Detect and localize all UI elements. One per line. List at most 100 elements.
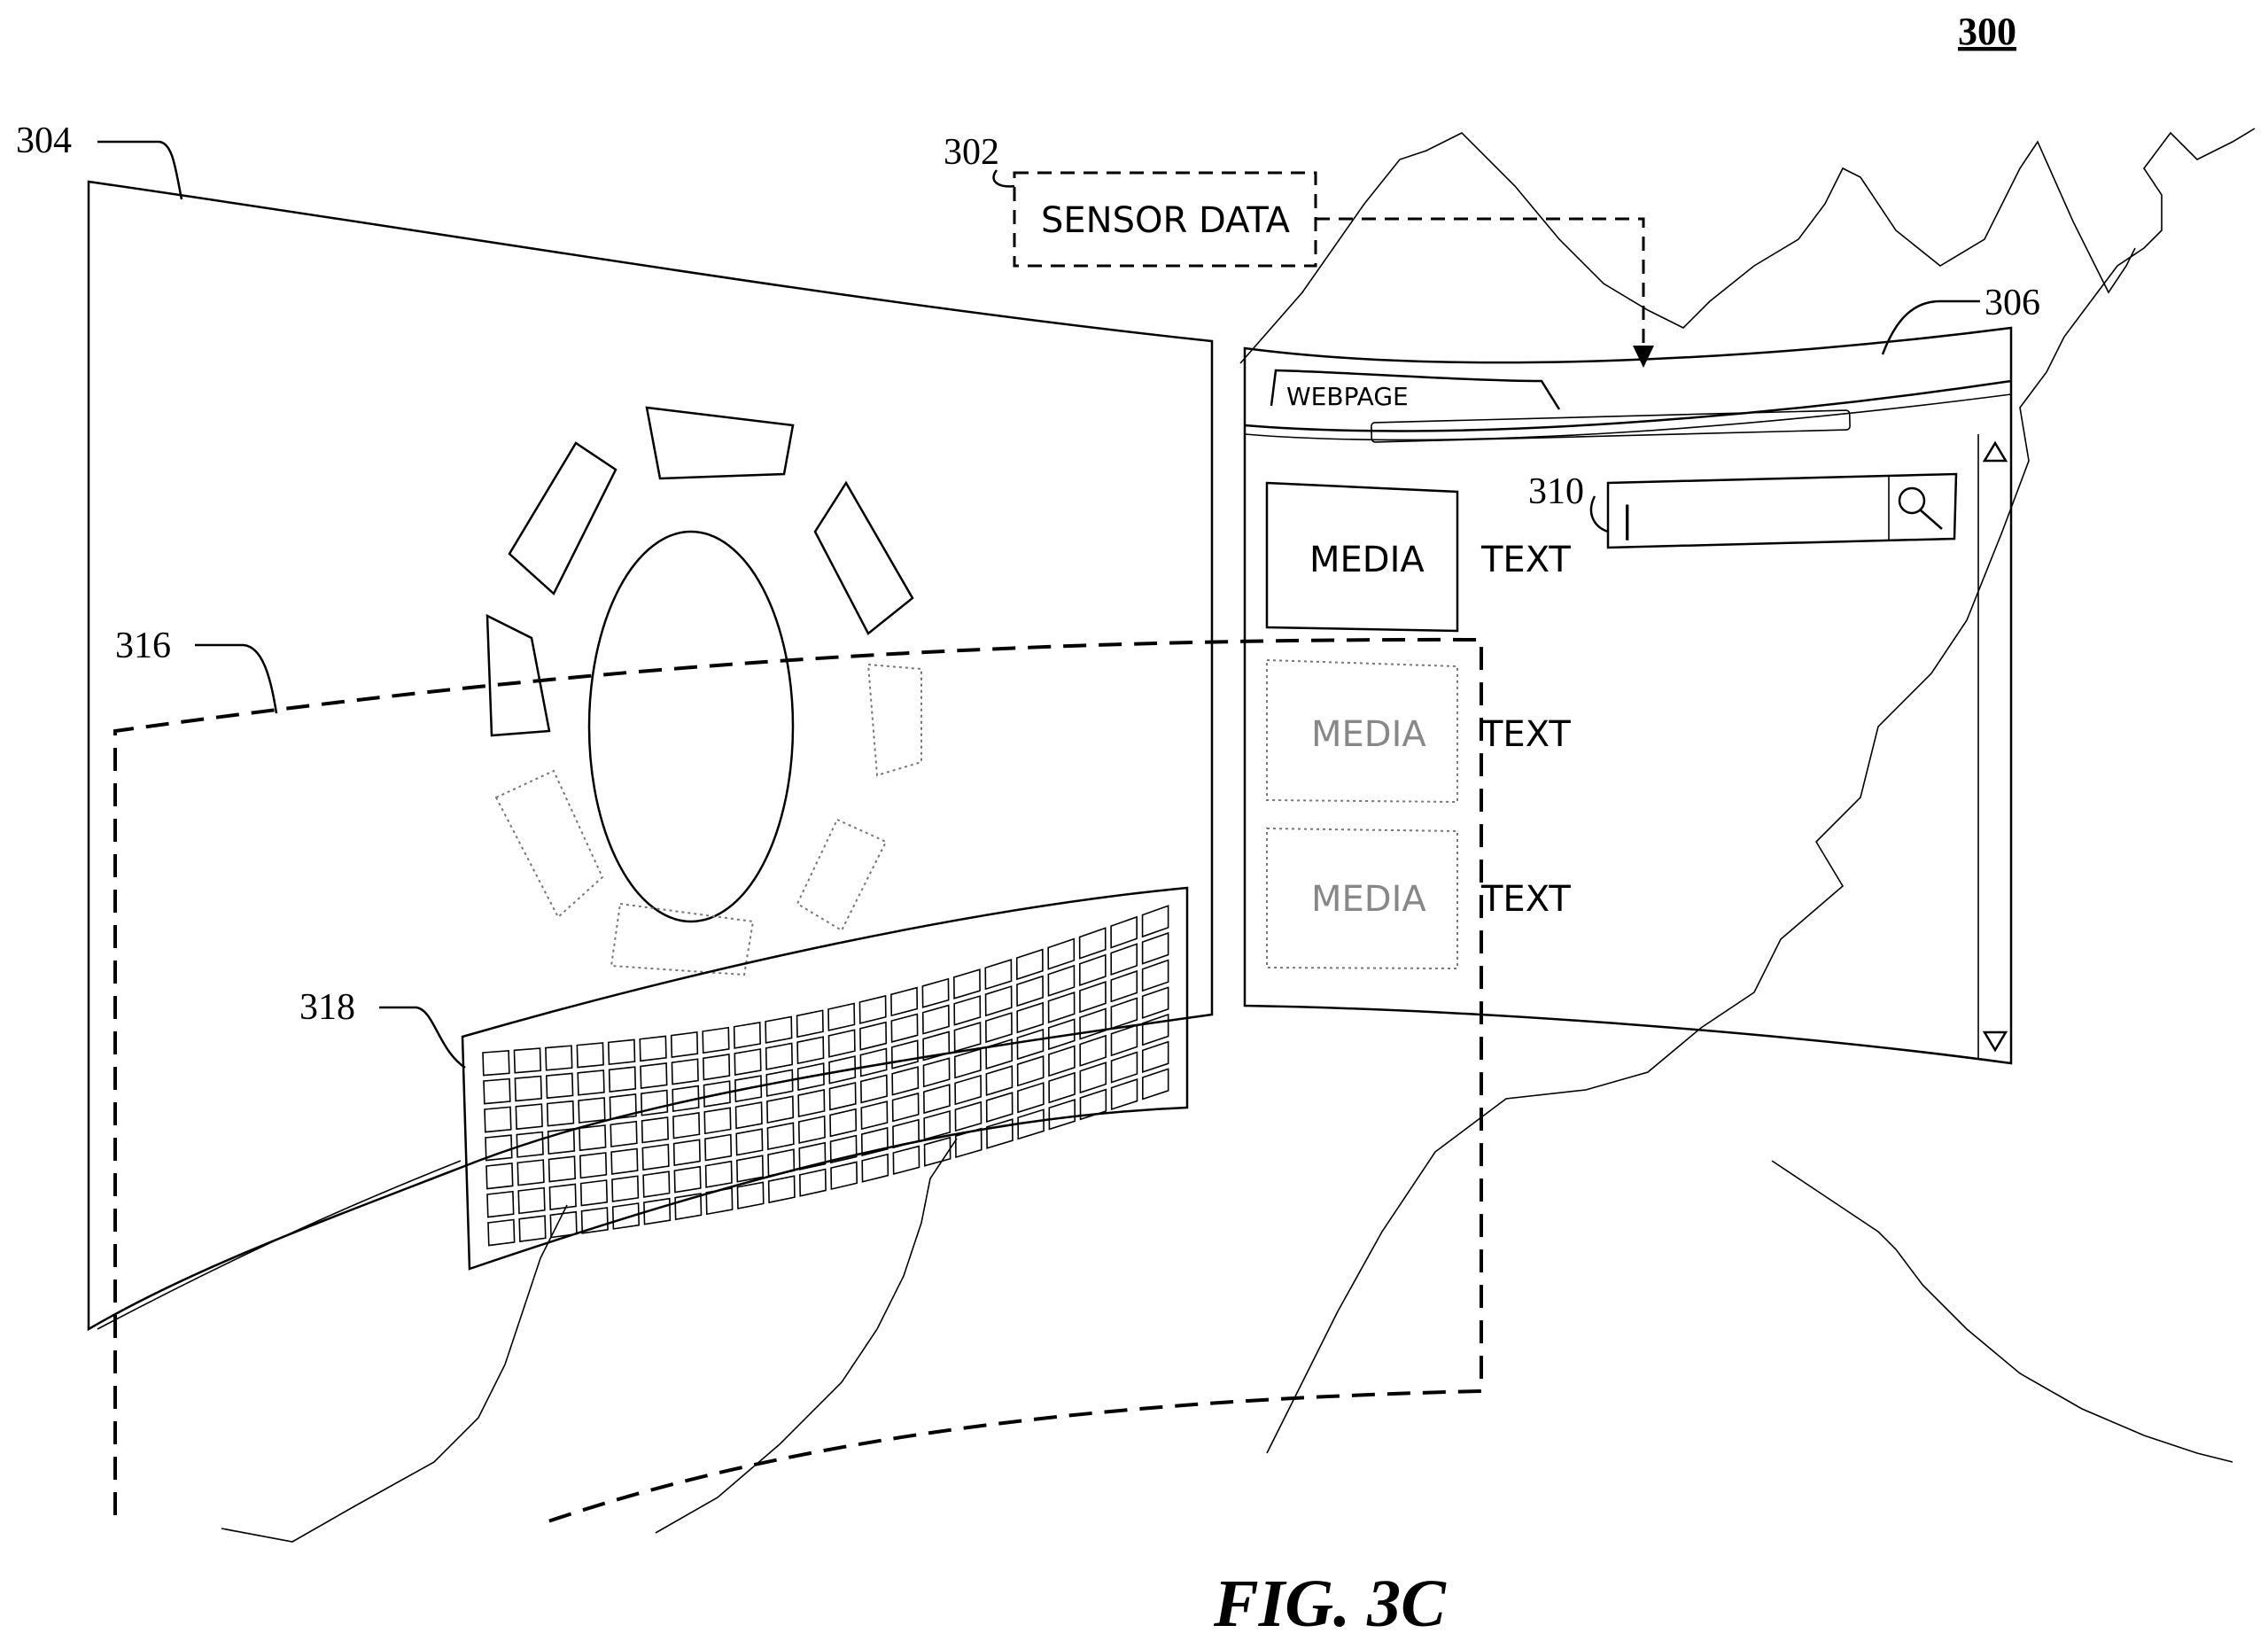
keyboard-key[interactable] <box>985 960 1011 989</box>
keyboard-key[interactable] <box>1143 1015 1169 1045</box>
keyboard-key[interactable] <box>1143 1042 1169 1072</box>
keyboard-key[interactable] <box>1017 976 1043 1006</box>
keyboard-key[interactable] <box>1049 1073 1075 1102</box>
keyboard-key[interactable] <box>737 1182 763 1209</box>
keyboard-key[interactable] <box>797 1010 823 1037</box>
keyboard-key[interactable] <box>1143 906 1169 937</box>
keyboard-key[interactable] <box>862 1155 888 1182</box>
keyboard-key[interactable] <box>642 1145 669 1170</box>
keyboard-key[interactable] <box>1017 1030 1043 1059</box>
scroll-up-icon[interactable] <box>1984 443 2006 461</box>
keyboard-key[interactable] <box>1018 1056 1044 1085</box>
keyboard-key[interactable] <box>518 1188 545 1214</box>
keyboard-key[interactable] <box>486 1163 513 1189</box>
keyboard-key[interactable] <box>924 1085 950 1113</box>
webpage-address-bar[interactable] <box>1371 410 1850 442</box>
keyboard-key[interactable] <box>580 1153 607 1178</box>
keyboard-key[interactable] <box>892 1040 918 1068</box>
keyboard-key[interactable] <box>1080 955 1106 985</box>
keyboard-key[interactable] <box>577 1043 603 1068</box>
keyboard-key[interactable] <box>891 988 917 1015</box>
keyboard-key[interactable] <box>1080 1062 1106 1093</box>
keyboard-key[interactable] <box>798 1090 824 1116</box>
keyboard-key[interactable] <box>831 1162 857 1189</box>
keyboard-key[interactable] <box>610 1067 636 1092</box>
keyboard-key[interactable] <box>546 1046 572 1070</box>
keyboard-key[interactable] <box>1017 950 1043 980</box>
keyboard-key[interactable] <box>1049 992 1075 1023</box>
keyboard-keys[interactable] <box>483 906 1169 1245</box>
keyboard-key[interactable] <box>674 1167 700 1193</box>
keyboard-key[interactable] <box>986 1013 1012 1042</box>
keyboard-key[interactable] <box>514 1048 540 1073</box>
keyboard-key[interactable] <box>578 1070 604 1095</box>
keyboard-key[interactable] <box>954 1023 980 1051</box>
keyboard-key[interactable] <box>954 996 980 1025</box>
keyboard-key[interactable] <box>1080 982 1106 1012</box>
keyboard-key[interactable] <box>488 1219 515 1245</box>
keyboard-key[interactable] <box>828 1003 854 1030</box>
keyboard-key[interactable] <box>734 1049 761 1075</box>
keyboard-key[interactable] <box>861 1101 887 1129</box>
keyboard-key[interactable] <box>549 1156 576 1181</box>
keyboard-key[interactable] <box>954 969 980 999</box>
magnifier-icon[interactable] <box>1899 488 1942 529</box>
keyboard-key[interactable] <box>829 1030 855 1056</box>
keyboard-key[interactable] <box>704 1108 730 1133</box>
media-item-2[interactable]: MEDIA TEXT <box>1267 660 1571 802</box>
media-item-3[interactable]: MEDIA TEXT <box>1267 828 1571 968</box>
keyboard-key[interactable] <box>610 1122 637 1147</box>
keyboard-key[interactable] <box>703 1028 729 1054</box>
keyboard-key[interactable] <box>922 979 948 1007</box>
keyboard-key[interactable] <box>860 1023 886 1050</box>
keyboard-key[interactable] <box>859 996 885 1023</box>
keyboard-key[interactable] <box>1111 944 1137 974</box>
keyboard-key[interactable] <box>830 1109 856 1137</box>
keyboard-key[interactable] <box>1048 966 1074 996</box>
keyboard-key[interactable] <box>986 1066 1012 1095</box>
keyboard-key[interactable] <box>1111 1025 1137 1055</box>
keyboard-key[interactable] <box>672 1032 698 1057</box>
keyboard-key[interactable] <box>768 1149 794 1176</box>
keyboard-key[interactable] <box>736 1129 762 1155</box>
keyboard-key[interactable] <box>1048 939 1074 969</box>
keyboard-key[interactable] <box>893 1147 919 1174</box>
keyboard-key[interactable] <box>515 1077 541 1101</box>
keyboard-key[interactable] <box>923 1058 949 1086</box>
keyboard-key[interactable] <box>891 1014 917 1041</box>
keyboard-key[interactable] <box>673 1113 700 1139</box>
keyboard-key[interactable] <box>579 1125 606 1150</box>
keyboard-key[interactable] <box>1143 987 1169 1017</box>
keyboard-key[interactable] <box>767 1123 793 1149</box>
keyboard-key[interactable] <box>736 1102 762 1128</box>
keyboard-key[interactable] <box>955 1076 981 1104</box>
keyboard-key[interactable] <box>609 1039 635 1064</box>
keyboard-key[interactable] <box>737 1155 763 1181</box>
keyboard-key[interactable] <box>640 1036 666 1061</box>
virtual-keyboard[interactable] <box>462 888 1187 1269</box>
keyboard-key[interactable] <box>516 1104 542 1129</box>
keyboard-key[interactable] <box>517 1132 543 1157</box>
keyboard-key[interactable] <box>548 1101 574 1126</box>
keyboard-key[interactable] <box>797 1037 823 1063</box>
keyboard-key[interactable] <box>1112 1079 1138 1109</box>
keyboard-key[interactable] <box>1049 1100 1075 1129</box>
keyboard-key[interactable] <box>483 1051 509 1076</box>
keyboard-key[interactable] <box>799 1116 825 1143</box>
keyboard-key[interactable] <box>674 1139 700 1165</box>
keyboard-key[interactable] <box>1080 1036 1106 1066</box>
keyboard-key[interactable] <box>705 1135 731 1161</box>
keyboard-key[interactable] <box>549 1184 576 1209</box>
keyboard-key[interactable] <box>1018 1083 1044 1112</box>
keyboard-key[interactable] <box>830 1083 856 1110</box>
keyboard-key[interactable] <box>987 1093 1013 1122</box>
keyboard-key[interactable] <box>955 1049 981 1077</box>
keyboard-key[interactable] <box>611 1148 638 1173</box>
keyboard-key[interactable] <box>893 1093 919 1121</box>
keyboard-key[interactable] <box>485 1107 511 1132</box>
keyboard-key[interactable] <box>672 1059 698 1084</box>
keyboard-key[interactable] <box>1049 1046 1075 1077</box>
keyboard-key[interactable] <box>955 1102 981 1131</box>
keyboard-key[interactable] <box>703 1054 730 1080</box>
keyboard-key[interactable] <box>1111 998 1137 1028</box>
